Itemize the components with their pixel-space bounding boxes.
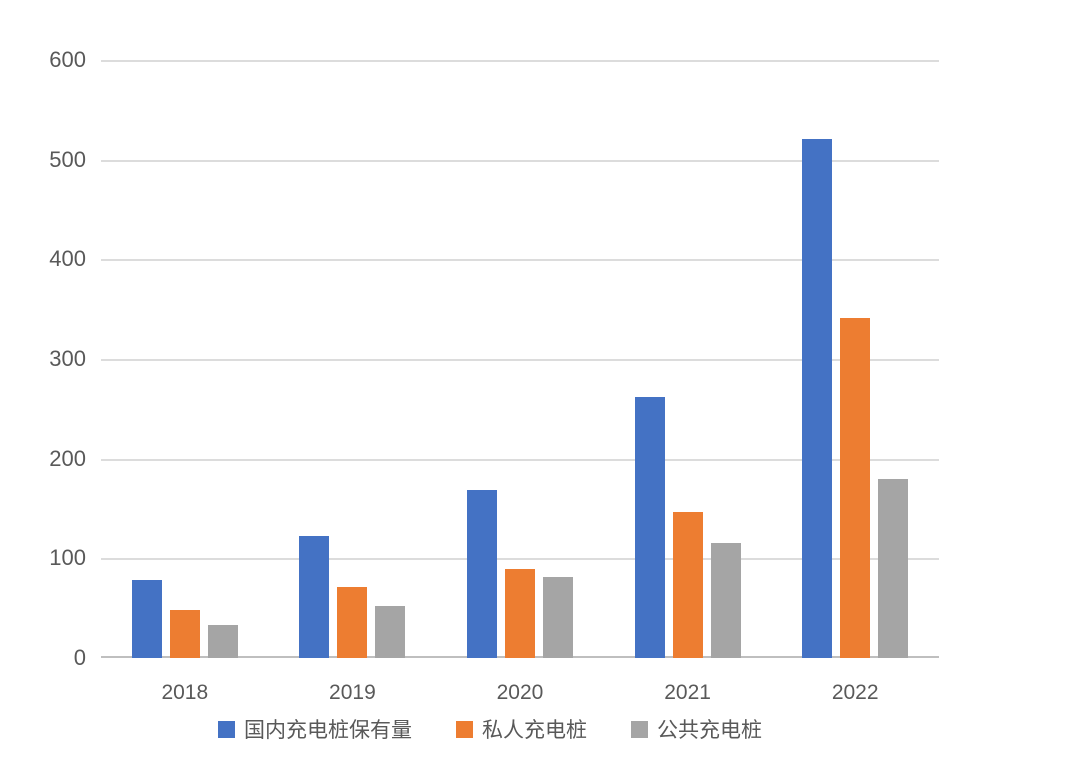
gridline-400 (101, 259, 939, 262)
x-tick-label-2019: 2019 (329, 681, 376, 704)
bar-私人充电桩-2020 (504, 569, 535, 658)
legend-swatch-icon (218, 720, 235, 738)
legend-swatch-icon (631, 720, 648, 738)
x-tick-label-2021: 2021 (664, 681, 711, 704)
bar-国内充电桩保有量-2018 (131, 580, 162, 658)
x-axis-labels: 2018 2019 2020 2021 2022 (101, 681, 939, 705)
gridline-500 (101, 159, 939, 162)
bar-公共充电桩-2018 (207, 625, 238, 658)
bar-私人充电桩-2019 (337, 587, 368, 658)
gridline-200 (101, 458, 939, 461)
bar-group-2020 (436, 60, 604, 658)
bar-公共充电桩-2021 (710, 543, 741, 658)
legend-label: 公共充电桩 (657, 719, 762, 742)
y-tick-label-100: 100 (49, 545, 86, 571)
gridline-600 (101, 60, 939, 62)
legend-label: 国内充电桩保有量 (244, 719, 412, 742)
plot-area (101, 60, 939, 658)
y-tick-label-300: 300 (49, 346, 86, 371)
legend: 国内充电桩保有量 私人充电桩 公共充电桩 (71, 714, 909, 744)
bar-group-2018 (101, 60, 269, 658)
x-tick-label-2022: 2022 (831, 681, 879, 704)
bar-公共充电桩-2020 (542, 577, 573, 658)
y-tick-label-200: 200 (49, 445, 86, 471)
y-tick-label-500: 500 (49, 146, 86, 172)
legend-swatch-icon (456, 720, 473, 738)
bar-国内充电桩保有量-2019 (299, 536, 330, 658)
legend-item-国内充电桩保有量: 国内充电桩保有量 (218, 714, 412, 744)
bar-group-2022 (771, 60, 939, 658)
bar-国内充电桩保有量-2021 (634, 396, 665, 658)
bar-国内充电桩保有量-2020 (466, 489, 497, 658)
y-tick-label-400: 400 (49, 246, 86, 272)
legend-item-公共充电桩: 公共充电桩 (631, 714, 762, 744)
gridline-100 (101, 558, 939, 561)
bar-公共充电桩-2022 (878, 478, 909, 658)
bars-layer (101, 60, 939, 658)
bar-私人充电桩-2018 (169, 610, 200, 658)
bar-国内充电桩保有量-2022 (802, 138, 833, 658)
bar-group-2021 (604, 60, 772, 658)
bar-group-2019 (269, 60, 437, 658)
legend-label: 私人充电桩 (482, 719, 587, 742)
legend-item-私人充电桩: 私人充电桩 (456, 714, 587, 744)
bar-公共充电桩-2019 (375, 606, 406, 658)
x-tick-label-2020: 2020 (496, 681, 544, 704)
bar-私人充电桩-2022 (840, 318, 871, 658)
x-tick-label-2018: 2018 (161, 681, 209, 704)
bar-私人充电桩-2021 (672, 511, 703, 658)
y-tick-label-0: 0 (73, 645, 86, 670)
gridline-300 (101, 359, 939, 361)
y-tick-label-600: 600 (49, 47, 86, 72)
